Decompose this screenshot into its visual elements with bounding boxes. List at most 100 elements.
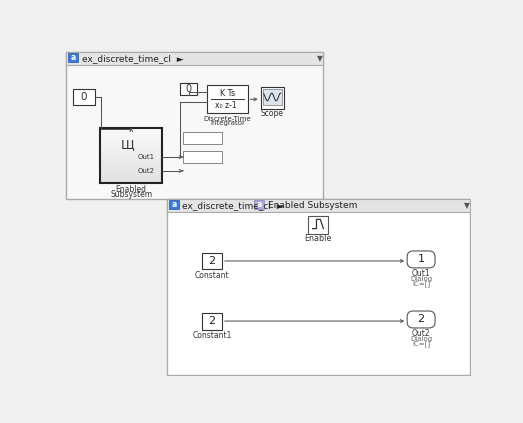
Text: Out2: Out2 [412, 329, 430, 338]
Text: a: a [71, 53, 76, 62]
Bar [100, 147, 162, 148]
Bar [100, 163, 162, 164]
Bar [100, 128, 162, 183]
Text: x₀ z-1: x₀ z-1 [215, 101, 236, 110]
Bar [100, 175, 162, 176]
Bar [69, 53, 78, 62]
Bar [100, 146, 162, 147]
Bar [100, 167, 162, 168]
Text: Dialog: Dialog [410, 336, 432, 342]
Text: 2: 2 [208, 256, 215, 266]
Bar [100, 176, 162, 177]
Text: Constant: Constant [195, 271, 229, 280]
Bar [100, 139, 162, 140]
Bar [100, 159, 162, 160]
Bar [183, 132, 222, 144]
Bar [100, 168, 162, 169]
Bar [207, 85, 247, 113]
Text: ex_discrete_time_cl  ►: ex_discrete_time_cl ► [181, 201, 283, 210]
Bar [100, 169, 162, 170]
Bar [100, 180, 162, 181]
Bar [100, 178, 162, 179]
Bar [100, 160, 162, 161]
Text: Enable: Enable [304, 234, 332, 243]
Text: Out2: Out2 [138, 168, 154, 174]
Text: a: a [171, 200, 176, 209]
Bar [100, 137, 162, 138]
Bar [100, 132, 162, 133]
Bar [100, 162, 162, 163]
Text: Integrator: Integrator [210, 120, 245, 126]
Bar [100, 143, 162, 144]
Bar [100, 173, 162, 174]
Text: 2: 2 [417, 314, 425, 324]
Bar [100, 177, 162, 178]
Bar [100, 131, 162, 132]
Bar [308, 216, 328, 234]
Text: Enabled Subsystem: Enabled Subsystem [268, 201, 357, 210]
FancyBboxPatch shape [407, 251, 435, 268]
Text: 0: 0 [81, 92, 87, 102]
Text: IC=[]: IC=[] [412, 340, 430, 347]
Text: 2: 2 [208, 316, 215, 326]
Bar [100, 171, 162, 172]
Bar [100, 138, 162, 139]
Bar [100, 134, 162, 135]
Bar [100, 174, 162, 175]
Bar [100, 128, 162, 129]
Text: Discrete-Time: Discrete-Time [203, 115, 251, 121]
Text: Constant1: Constant1 [192, 331, 232, 340]
Bar [100, 142, 162, 143]
Bar [100, 155, 162, 156]
Bar [100, 154, 162, 155]
Text: 0: 0 [186, 84, 191, 94]
Bar [100, 151, 162, 152]
Bar [100, 135, 162, 136]
Bar [100, 140, 162, 141]
Bar [100, 165, 162, 166]
Text: Щ: Щ [121, 138, 134, 151]
Bar [100, 170, 162, 171]
Bar [100, 129, 162, 130]
Bar [66, 52, 323, 199]
Text: ex_discrete_time_cl  ►: ex_discrete_time_cl ► [82, 54, 183, 63]
Text: Dialog: Dialog [410, 276, 432, 282]
Bar [100, 166, 162, 167]
Text: IC=[]: IC=[] [412, 280, 430, 287]
Bar [100, 149, 162, 150]
Bar [100, 145, 162, 146]
Bar [100, 179, 162, 180]
Bar [169, 200, 178, 209]
Bar [100, 161, 162, 162]
Bar [100, 181, 162, 182]
Bar [100, 158, 162, 159]
Bar [167, 199, 470, 212]
Bar [100, 150, 162, 151]
Bar [180, 83, 197, 96]
Bar [100, 152, 162, 153]
Bar [100, 156, 162, 157]
Bar [202, 253, 222, 269]
Bar [100, 136, 162, 137]
Bar [100, 144, 162, 145]
Bar [202, 313, 222, 330]
Bar [255, 200, 264, 209]
Bar [100, 182, 162, 183]
Text: Scope: Scope [261, 110, 284, 118]
Bar [260, 87, 284, 109]
Text: Enabled: Enabled [116, 185, 147, 194]
Bar [100, 133, 162, 134]
Text: ▼: ▼ [316, 54, 323, 63]
Bar [263, 89, 281, 104]
Bar [100, 153, 162, 154]
Bar [100, 141, 162, 142]
Text: 1: 1 [417, 254, 425, 264]
Bar [183, 151, 222, 163]
Text: K Ts: K Ts [220, 88, 235, 98]
Bar [73, 89, 95, 104]
Bar [100, 148, 162, 149]
Text: a: a [256, 200, 262, 209]
Text: ▼: ▼ [464, 201, 470, 210]
Text: Out1: Out1 [412, 269, 430, 278]
Bar [167, 199, 470, 375]
